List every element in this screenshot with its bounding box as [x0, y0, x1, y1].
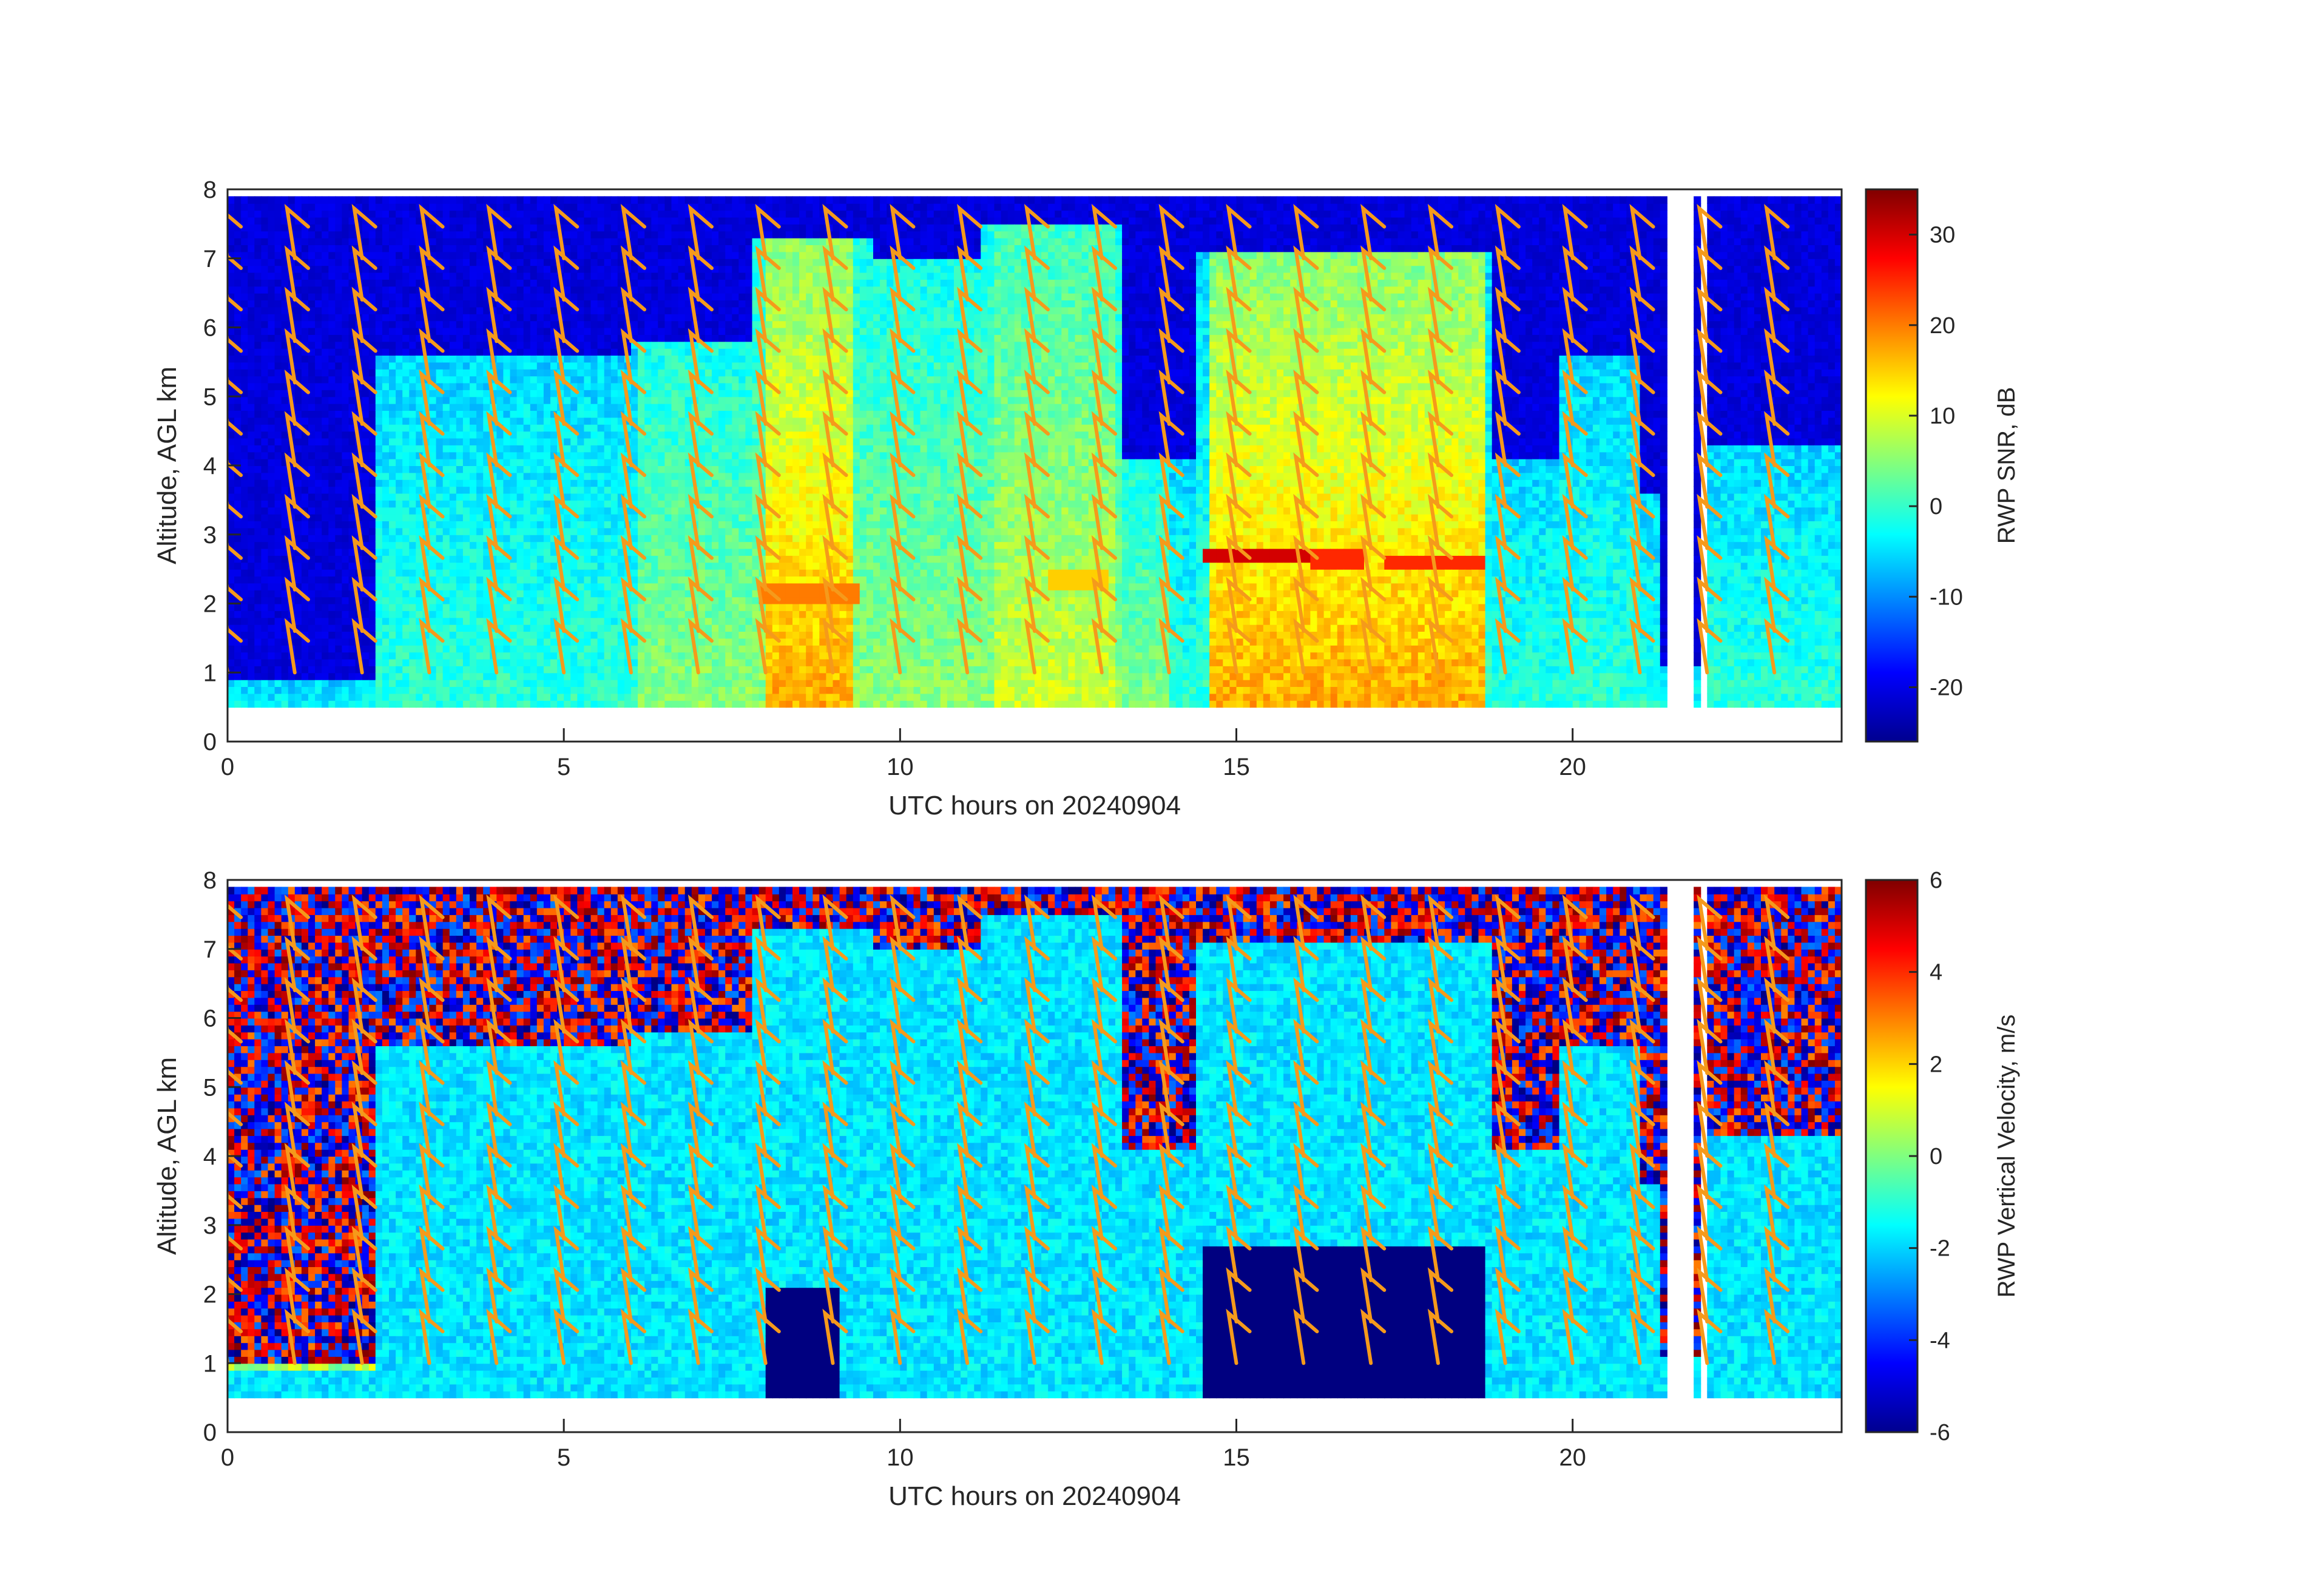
colorbar-tick-label: 2 — [1930, 1052, 1942, 1077]
colorbar-tick-label: 4 — [1930, 960, 1942, 986]
colorbar-tick-label: 0 — [1930, 1144, 1942, 1169]
x-tick-label: 20 — [1559, 1444, 1586, 1471]
x-tick-label: 5 — [557, 1444, 570, 1471]
colorbar-tick-label: -20 — [1930, 675, 1963, 700]
y-tick-label: 2 — [203, 1282, 217, 1308]
y-tick-label: 3 — [203, 1212, 217, 1239]
colorbar-tick-label: 0 — [1930, 494, 1942, 519]
y-tick-label: 4 — [203, 1143, 217, 1170]
y-tick-label: 4 — [203, 453, 217, 479]
y-tick-label: 0 — [203, 729, 217, 756]
panel-1: 0 5 10 15 20 0 1 2 3 4 5 6 7 8 UTC hours on 20240904 Al… — [152, 177, 2020, 820]
x-tick-label: 15 — [1223, 754, 1250, 780]
x-tick-label: 20 — [1559, 754, 1586, 780]
colorbar-label: RWP SNR, dB — [1993, 387, 2020, 544]
y-tick-label: 0 — [203, 1419, 217, 1446]
colorbar-label: RWP Vertical Velocity, m/s — [1993, 1015, 2020, 1298]
colorbar — [1866, 189, 1917, 742]
x-tick-label: 0 — [221, 754, 234, 780]
y-tick-label: 8 — [203, 177, 217, 203]
y-tick-label: 2 — [203, 591, 217, 618]
colorbar-tick-label: 10 — [1930, 404, 1955, 429]
x-tick-label: 5 — [557, 754, 570, 780]
colorbar-tick-label: -2 — [1930, 1236, 1950, 1262]
y-tick-label: 6 — [203, 315, 217, 342]
colorbar-tick-label: -6 — [1930, 1420, 1950, 1446]
x-axis-label: UTC hours on 20240904 — [888, 791, 1181, 820]
y-tick-label: 1 — [203, 660, 217, 686]
colorbar-tick-label: 6 — [1930, 868, 1942, 893]
x-tick-label: 10 — [887, 1444, 914, 1471]
x-tick-label: 0 — [221, 1444, 234, 1471]
y-tick-label: 6 — [203, 1006, 217, 1032]
y-tick-label: 8 — [203, 867, 217, 894]
colorbar-tick-label: 30 — [1930, 223, 1955, 248]
y-tick-label: 5 — [203, 1074, 217, 1101]
y-tick-label: 3 — [203, 522, 217, 549]
y-tick-label: 5 — [203, 384, 217, 410]
y-axis-label: Altitude, AGL km — [152, 367, 182, 564]
y-axis-label: Altitude, AGL km — [152, 1057, 182, 1255]
y-tick-label: 7 — [203, 246, 217, 272]
colorbar-tick-label: 20 — [1930, 313, 1955, 339]
x-tick-label: 10 — [887, 754, 914, 780]
x-tick-label: 15 — [1223, 1444, 1250, 1471]
y-tick-label: 7 — [203, 936, 217, 963]
colorbar-tick-label: -4 — [1930, 1328, 1950, 1353]
colorbar-tick-label: -10 — [1930, 584, 1963, 610]
x-axis-label: UTC hours on 20240904 — [888, 1481, 1181, 1511]
y-tick-label: 1 — [203, 1350, 217, 1377]
